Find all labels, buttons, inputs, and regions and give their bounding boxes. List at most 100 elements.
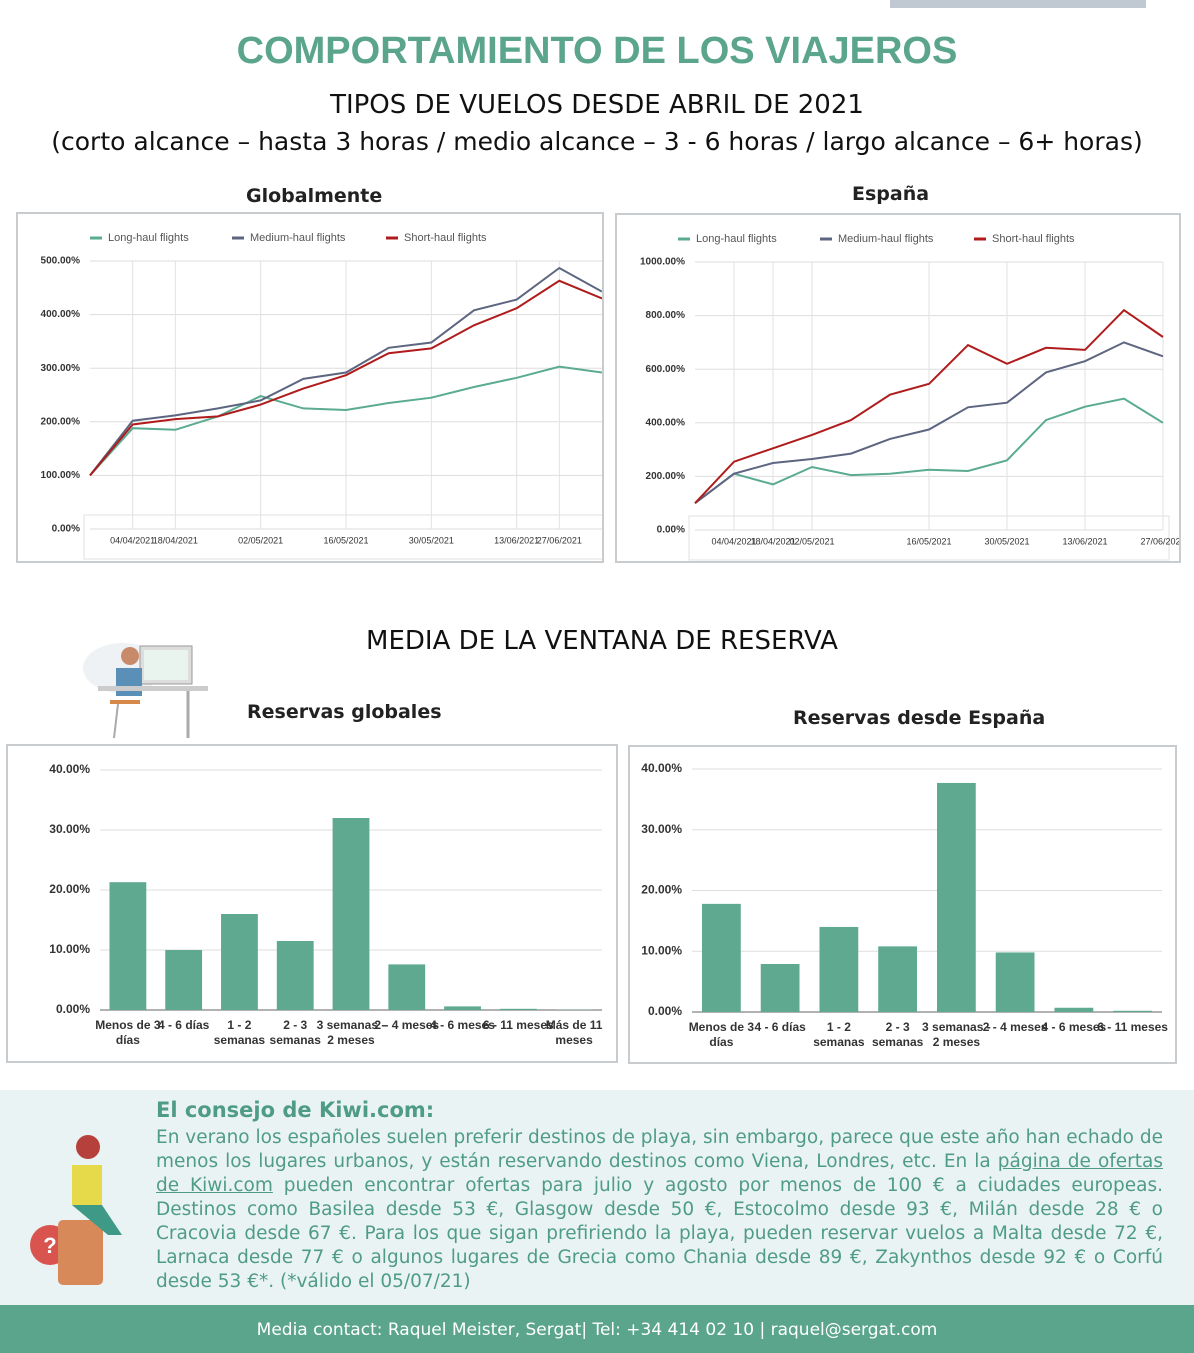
chart-frame: 0.00% 200.00% 400.00% 600.00% 800.00% 1000.00… [615,213,1181,563]
x-tick-label: 2 - 4 meses [374,1018,440,1032]
line-series [89,266,602,477]
x-tick-label: 16/05/2021 [906,536,951,546]
bar [444,1006,481,1010]
tip-text: pueden encontrar ofertas para julio y ag… [156,1175,1163,1292]
y-tick-label: 0.00% [648,1004,682,1018]
tip-title: El consejo de Kiwi.com: [156,1098,435,1122]
subtitle: TIPOS DE VUELOS DESDE ABRIL DE 2021 [330,90,864,120]
x-tick-label: 4 - 6 meses [1041,1020,1107,1034]
footer-text: Media contact: Raquel Meister, Sergat| T… [256,1320,938,1340]
legend-label: Medium-haul flights [838,233,934,245]
chart-frame: 0.00% 10.00% 20.00% 30.00% 40.00% Menos de 3 … [6,744,618,1063]
x-tick-label: 1 - 2 semanas [813,1020,865,1049]
bar [878,946,918,1012]
bar [1113,1010,1153,1012]
top-bar [890,0,1146,8]
x-tick-label: 6 - 11 meses [1097,1020,1168,1034]
y-tick-label: 100.00% [41,470,81,481]
y-tick-label: 400.00% [41,309,81,320]
x-tick-label: 4 - 6 días [157,1018,210,1032]
chart-frame: 0.00% 100.00% 200.00% 300.00% 400.00% 500.00%… [16,212,604,563]
footer [0,1305,1194,1353]
bar [701,903,741,1012]
y-tick-label: 0.00% [657,525,685,536]
chart-frame: 0.00% 10.00% 20.00% 30.00% 40.00% Menos de 3 … [628,745,1177,1064]
x-tick-label: 18/04/2021 [153,535,198,545]
chart-title: Reservas globales [247,701,442,723]
x-tick-label: 27/06/2021 [1140,536,1179,546]
link[interactable]: página de ofertas de Kiwi.com [156,1151,1163,1196]
bar [332,818,370,1010]
y-tick-label: 800.00% [646,310,686,321]
legend-label: Short-haul flights [404,232,487,244]
illustration: ? [30,1135,122,1285]
bar [499,1008,537,1010]
x-tick-label: 2 - 3 semanas [871,1020,924,1049]
x-tick-label: 30/05/2021 [984,536,1029,546]
bar [995,952,1035,1012]
x-tick-label: 2 - 4 meses [982,1020,1048,1034]
x-tick-label: 4 - 6 días [754,1020,806,1034]
x-tick-label: 3 semanas - 2 meses [922,1020,991,1049]
line-series [89,279,602,477]
y-tick-label: 10.00% [49,942,90,956]
chart-title: Reservas desde España [793,707,1046,729]
y-tick-label: 1000.00% [640,257,685,268]
x-tick-label: 6 - 11 meses [482,1018,554,1032]
title: COMPORTAMIENTO DE LOS VIAJEROS [236,30,958,72]
bar [1054,1007,1094,1012]
chart: 0.00% 200.00% 400.00% 600.00% 800.00% 1000.00… [640,233,1179,561]
bar [819,926,859,1012]
x-tick-label: 3 semanas - 2 meses [316,1018,386,1047]
bar [276,941,314,1010]
y-tick-label: 10.00% [641,943,682,957]
x-tick-label: Menos de 3 días [688,1020,755,1049]
x-tick-label: 30/05/2021 [409,535,454,545]
x-tick-label: 16/05/2021 [323,535,368,545]
x-tick-label: 2 - 3 semanas [269,1018,321,1047]
bar [388,964,426,1010]
bar [936,782,976,1012]
x-tick-label: Más de 11 meses [545,1018,603,1047]
chart: 0.00% 10.00% 20.00% 30.00% 40.00% [49,762,602,1016]
svg-text:?: ? [43,1233,56,1258]
y-tick-label: 600.00% [646,364,686,375]
tip-text: En verano los españoles suelen preferir … [156,1127,1163,1172]
y-tick-label: 500.00% [41,256,81,267]
y-tick-label: 20.00% [641,883,682,897]
bar [221,914,258,1010]
x-tick-label: 02/05/2021 [238,535,283,545]
x-tick-label: 4 - 6 meses [430,1018,495,1032]
x-tick-label: 18/04/2021 [750,536,795,546]
x-tick-label: 04/04/2021 [711,536,756,546]
y-tick-label: 300.00% [41,363,81,374]
x-tick-label: 04/04/2021 [110,535,155,545]
line-series [694,397,1164,504]
chart-title: Globalmente [246,185,383,207]
subtitle: (corto alcance – hasta 3 horas / medio a… [51,127,1143,156]
legend-label: Medium-haul flights [250,232,346,244]
line-series [89,365,602,477]
bar [165,950,203,1010]
y-tick-label: 20.00% [49,882,90,896]
y-tick-label: 30.00% [641,822,682,836]
line-series [694,308,1164,504]
x-tick-label: 13/06/2021 [494,535,539,545]
y-tick-label: 40.00% [49,762,90,776]
x-tick-label: 02/05/2021 [789,536,834,546]
legend-label: Long-haul flights [696,233,777,245]
x-tick-label: Menos de 3 días [95,1018,161,1047]
chart: 0.00% 10.00% 20.00% 30.00% 40.00% [641,761,1162,1018]
y-tick-label: 30.00% [49,822,90,836]
y-tick-label: 40.00% [641,761,682,775]
y-tick-label: 0.00% [52,524,80,535]
x-tick-label: 1 - 2 semanas [213,1018,266,1047]
illustration [83,643,208,739]
section-title: MEDIA DE LA VENTANA DE RESERVA [366,626,838,656]
tip-text: En verano los españoles suelen preferir … [156,1126,1163,1294]
bar [109,882,147,1010]
y-tick-label: 200.00% [41,416,81,427]
y-tick-label: 0.00% [56,1002,90,1016]
chart: 0.00% 100.00% 200.00% 300.00% 400.00% 500.00%… [41,232,602,560]
